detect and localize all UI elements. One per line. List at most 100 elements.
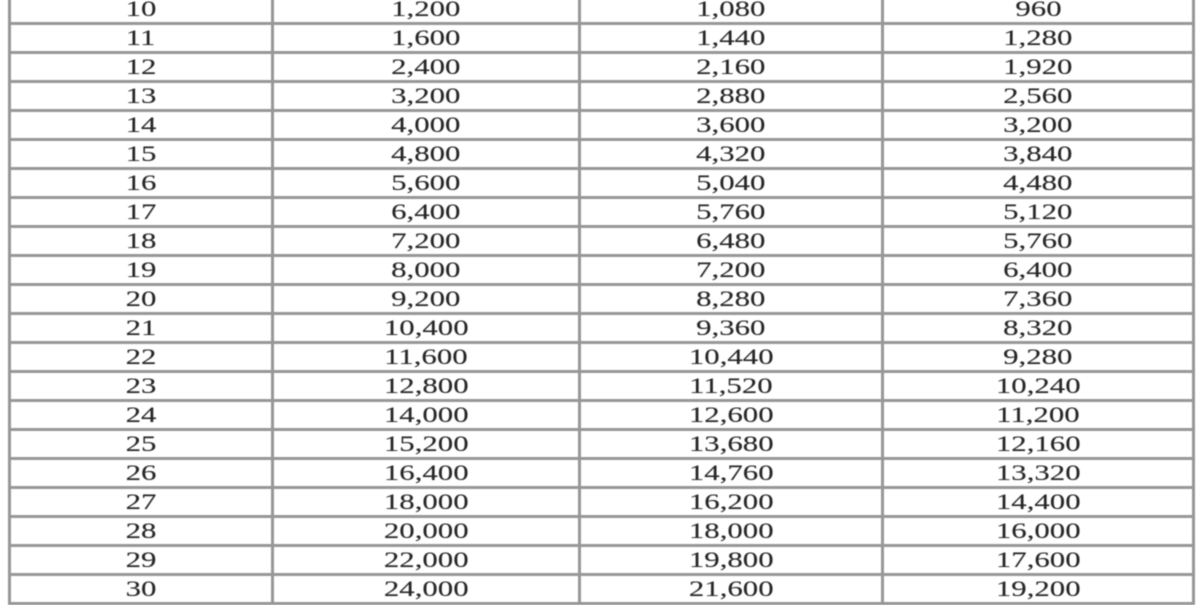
- cell-value: 11,200: [996, 402, 1080, 427]
- table-cell: 13,320: [881, 457, 1195, 489]
- data-table: 10 1,200 1,080 960 11 1,600 1,440 1,280 12 2,400 2…: [8, 0, 1195, 605]
- cell-value: 21,600: [688, 576, 774, 601]
- cell-value: 4,480: [1003, 170, 1073, 195]
- table-cell: 4,480: [881, 167, 1195, 199]
- cell-value: 4,320: [696, 141, 766, 166]
- cell-value: 4,800: [391, 141, 461, 166]
- cell-value: 13: [125, 83, 157, 108]
- cell-value: 18: [125, 228, 157, 253]
- table-cell: 2,160: [578, 51, 884, 83]
- table-row: 30 24,000 21,600 19,200: [8, 573, 1195, 605]
- table-row: 13 3,200 2,880 2,560: [8, 80, 1195, 112]
- cell-value: 13,680: [688, 431, 774, 456]
- table-cell: 18: [8, 225, 274, 257]
- table-cell: 6,480: [578, 225, 884, 257]
- cell-value: 11: [126, 25, 156, 50]
- cell-value: 1,440: [696, 25, 766, 50]
- table-cell: 20: [8, 283, 274, 315]
- cell-value: 7,360: [1003, 286, 1073, 311]
- table-row: 17 6,400 5,760 5,120: [8, 196, 1195, 228]
- cell-value: 2,880: [696, 83, 766, 108]
- cell-value: 3,600: [696, 112, 766, 137]
- cell-value: 8,320: [1003, 315, 1073, 340]
- cell-value: 15,200: [383, 431, 469, 456]
- cell-value: 23: [125, 373, 157, 398]
- cell-value: 14: [125, 112, 157, 137]
- table-cell: 9,360: [578, 312, 884, 344]
- table-cell: 2,400: [271, 51, 581, 83]
- cell-value: 19,200: [995, 576, 1081, 601]
- table-row: 16 5,600 5,040 4,480: [8, 167, 1195, 199]
- table-cell: 16,000: [881, 515, 1195, 547]
- cell-value: 2,400: [391, 54, 461, 79]
- table-row: 22 11,600 10,440 9,280: [8, 341, 1195, 373]
- cell-value: 11,520: [689, 373, 773, 398]
- cell-value: 19: [125, 257, 157, 282]
- table-cell: 19,800: [578, 544, 884, 576]
- table-cell: 5,120: [881, 196, 1195, 228]
- cell-value: 1,600: [391, 25, 461, 50]
- table-cell: 18,000: [271, 486, 581, 518]
- cell-value: 20: [125, 286, 157, 311]
- table-cell: 3,200: [271, 80, 581, 112]
- table-cell: 23: [8, 370, 274, 402]
- table-cell: 15,200: [271, 428, 581, 460]
- cell-value: 8,280: [696, 286, 766, 311]
- cell-value: 3,200: [1003, 112, 1073, 137]
- table-cell: 7,200: [578, 254, 884, 286]
- table-cell: 5,600: [271, 167, 581, 199]
- table-cell: 3,600: [578, 109, 884, 141]
- table-cell: 16,200: [578, 486, 884, 518]
- cell-value: 9,200: [391, 286, 461, 311]
- table-cell: 3,840: [881, 138, 1195, 170]
- table-cell: 4,000: [271, 109, 581, 141]
- cell-value: 7,200: [391, 228, 461, 253]
- cell-value: 18,000: [383, 489, 469, 514]
- cell-value: 5,040: [696, 170, 766, 195]
- cell-value: 24: [125, 402, 157, 427]
- table-cell: 6,400: [271, 196, 581, 228]
- data-table-container: 10 1,200 1,080 960 11 1,600 1,440 1,280 12 2,400 2…: [8, 0, 1195, 605]
- table-cell: 20,000: [271, 515, 581, 547]
- table-row: 19 8,000 7,200 6,400: [8, 254, 1195, 286]
- cell-value: 16: [125, 170, 157, 195]
- table-row: 29 22,000 19,800 17,600: [8, 544, 1195, 576]
- table-row: 28 20,000 18,000 16,000: [8, 515, 1195, 547]
- cell-value: 2,160: [696, 54, 766, 79]
- table-cell: 5,040: [578, 167, 884, 199]
- cell-value: 22,000: [383, 547, 469, 572]
- cell-value: 28: [125, 518, 157, 543]
- cell-value: 20,000: [383, 518, 469, 543]
- cell-value: 5,120: [1003, 199, 1073, 224]
- table-cell: 1,600: [271, 22, 581, 54]
- table-row: 11 1,600 1,440 1,280: [8, 22, 1195, 54]
- table-cell: 10,240: [881, 370, 1195, 402]
- table-cell: 12,800: [271, 370, 581, 402]
- table-cell: 9,280: [881, 341, 1195, 373]
- table-cell: 25: [8, 428, 274, 460]
- cell-value: 6,480: [696, 228, 766, 253]
- table-cell: 8,000: [271, 254, 581, 286]
- table-cell: 21: [8, 312, 274, 344]
- table-cell: 21,600: [578, 573, 884, 605]
- cell-value: 14,760: [688, 460, 774, 485]
- table-cell: 3,200: [881, 109, 1195, 141]
- cell-value: 9,360: [696, 315, 766, 340]
- table-row: 12 2,400 2,160 1,920: [8, 51, 1195, 83]
- table-cell: 17: [8, 196, 274, 228]
- cell-value: 16,200: [688, 489, 774, 514]
- table-row: 15 4,800 4,320 3,840: [8, 138, 1195, 170]
- table-cell: 10,440: [578, 341, 884, 373]
- table-row: 27 18,000 16,200 14,400: [8, 486, 1195, 518]
- table-cell: 10: [8, 0, 274, 25]
- data-table-body: 10 1,200 1,080 960 11 1,600 1,440 1,280 12 2,400 2…: [8, 0, 1195, 605]
- cell-value: 14,000: [383, 402, 469, 427]
- table-cell: 1,920: [881, 51, 1195, 83]
- cell-value: 17: [125, 199, 157, 224]
- cell-value: 10: [125, 0, 157, 21]
- table-cell: 11,520: [578, 370, 884, 402]
- table-row: 26 16,400 14,760 13,320: [8, 457, 1195, 489]
- table-row: 18 7,200 6,480 5,760: [8, 225, 1195, 257]
- cell-value: 17,600: [995, 547, 1081, 572]
- table-cell: 960: [881, 0, 1195, 25]
